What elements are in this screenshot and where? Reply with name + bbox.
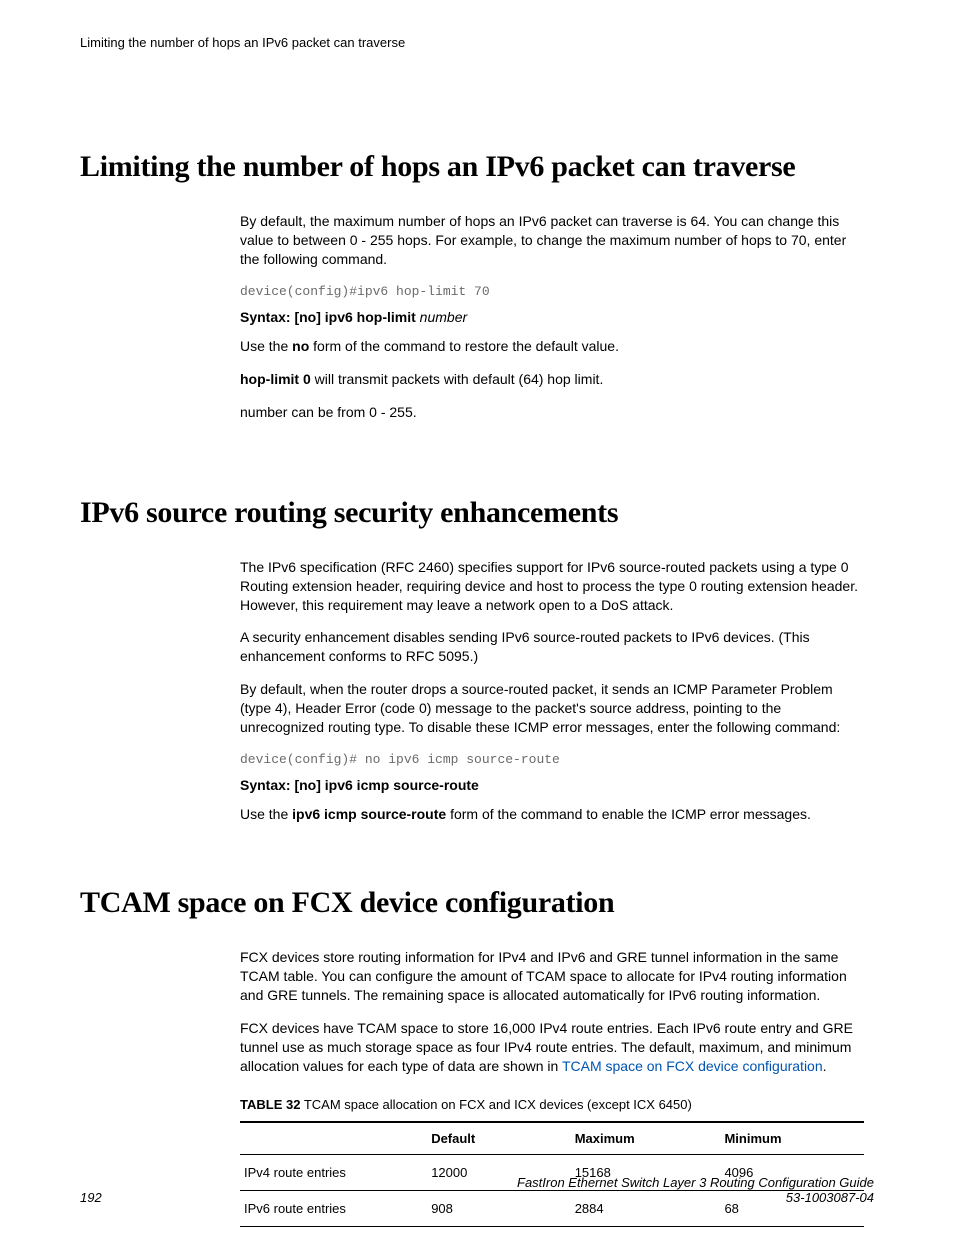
section1-title: Limiting the number of hops an IPv6 pack… [80,150,874,184]
section2-p4: Use the ipv6 icmp source-route form of t… [240,805,864,824]
doc-title: FastIron Ethernet Switch Layer 3 Routing… [517,1175,874,1190]
section2-syntax: Syntax: [no] ipv6 icmp source-route [240,776,864,795]
section2-title: IPv6 source routing security enhancement… [80,496,874,530]
section1-p3: hop-limit 0 will transmit packets with d… [240,370,864,389]
running-header: Limiting the number of hops an IPv6 pack… [80,35,874,50]
section1-syntax: Syntax: [no] ipv6 hop-limit number [240,308,864,327]
text: Use the [240,806,292,822]
table-header-row: Default Maximum Minimum [240,1122,864,1155]
syntax-param: number [416,309,467,325]
syntax-label: Syntax: [no] ipv6 hop-limit [240,309,416,325]
col-blank [240,1122,427,1155]
col-minimum: Minimum [720,1122,864,1155]
col-default: Default [427,1122,571,1155]
text: form of the command to restore the defau… [309,338,619,354]
text: form of the command to enable the ICMP e… [446,806,811,822]
section2-code: device(config)# no ipv6 icmp source-rout… [240,751,864,769]
text: will transmit packets with default (64) … [311,371,604,387]
section2-p2: A security enhancement disables sending … [240,628,864,666]
section1-p2: Use the no form of the command to restor… [240,337,864,356]
section1-p4: number can be from 0 - 255. [240,403,864,422]
syntax-label: Syntax: [no] ipv6 icmp source-route [240,777,479,793]
section3-title: TCAM space on FCX device configuration [80,886,874,920]
text-bold: ipv6 icmp source-route [292,806,446,822]
table-label: TABLE 32 [240,1097,300,1112]
tcam-link[interactable]: TCAM space on FCX device configuration [562,1058,823,1074]
section3-p2: FCX devices have TCAM space to store 16,… [240,1019,864,1076]
doc-num: 53-1003087-04 [517,1190,874,1205]
table-title: TABLE 32 TCAM space allocation on FCX an… [240,1096,864,1114]
table-caption: TCAM space allocation on FCX and ICX dev… [300,1097,691,1112]
section1-p1: By default, the maximum number of hops a… [240,212,864,269]
text-bold: hop-limit 0 [240,371,311,387]
col-maximum: Maximum [571,1122,721,1155]
section1-code: device(config)#ipv6 hop-limit 70 [240,283,864,301]
text: Use the [240,338,292,354]
page-number: 192 [80,1190,102,1205]
section2-p3: By default, when the router drops a sour… [240,680,864,737]
text: . [823,1058,827,1074]
text-bold: no [292,338,309,354]
footer: 192 FastIron Ethernet Switch Layer 3 Rou… [80,1175,874,1205]
section3-p1: FCX devices store routing information fo… [240,948,864,1005]
section2-p1: The IPv6 specification (RFC 2460) specif… [240,558,864,615]
